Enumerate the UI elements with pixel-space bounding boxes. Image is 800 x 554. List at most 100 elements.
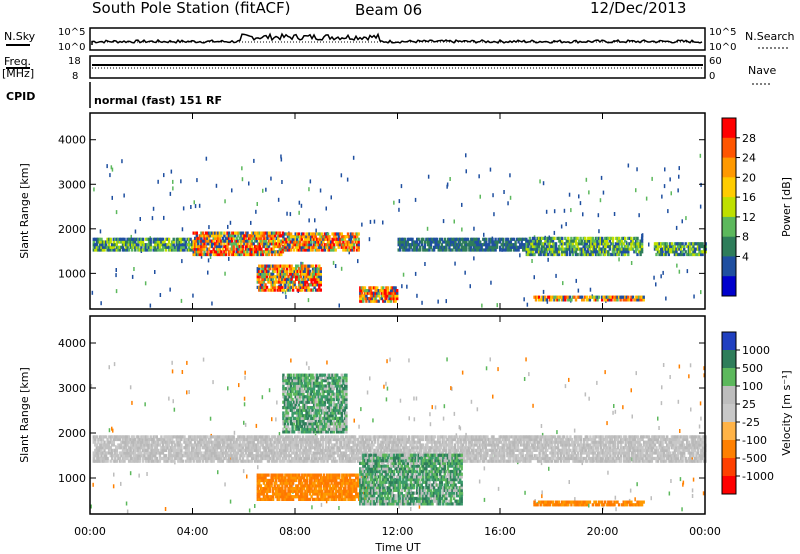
echo-cell [303,248,307,252]
echo-cell [368,299,371,303]
echo-cell [106,245,109,249]
echo-cell [591,250,595,254]
echo-cell [403,437,406,442]
echo-cell [363,440,366,444]
echo-cell [298,283,301,287]
echo-cell [282,275,286,279]
echo-cell [312,440,315,444]
echo-cell [368,286,371,290]
echo-cell [269,242,272,246]
echo-cell [310,277,313,281]
echo-cell [160,440,163,444]
echo-cell [301,269,304,273]
echo-cell [353,440,357,444]
echo-cell [237,446,240,450]
echo-cell [288,283,292,287]
echo-cell [226,242,229,246]
echo-cell [124,248,128,252]
echo-cell [238,448,241,452]
echo-cell [257,244,260,249]
echo-cell [224,437,228,442]
echo-cell [129,240,132,244]
echo-cell [238,231,241,235]
echo-cell [234,440,237,444]
echo-cell [307,269,310,273]
echo-cell [300,235,303,239]
echo-cell [330,451,334,455]
echo-cell [260,443,263,447]
echo-cell [201,456,205,461]
speckle [574,497,576,502]
echo-cell [304,451,308,455]
echo-cell [419,245,422,249]
echo-cell [152,245,155,249]
echo-cell [214,252,217,257]
echo-cell [109,240,112,244]
echo-cell [361,451,364,455]
echo-cell [289,443,292,447]
echo-cell [462,240,465,244]
echo-cell [92,459,95,463]
speckle [286,211,288,216]
echo-cell [218,451,221,455]
echo-cell [591,236,595,240]
speckle [129,471,132,476]
echo-cell [312,435,315,439]
echo-cell [316,240,319,244]
echo-cell [227,448,231,452]
echo-band [256,264,322,292]
echo-cell [699,244,703,249]
echo-cell [339,232,342,236]
echo-cell [403,237,407,241]
echo-cell [574,242,578,246]
echo-cell [241,459,245,463]
echo-cell [167,240,171,244]
echo-cell [404,440,408,444]
echo-cell [397,448,400,452]
echo-cell [298,454,301,458]
echo-cell [441,437,444,442]
nsky-tick-bottom: 10^0 [58,42,85,53]
echo-cell [290,437,294,442]
echo-cell [144,245,148,249]
echo-cell [316,275,319,279]
echo-cell [149,443,152,447]
echo-cell [355,443,358,447]
echo-cell [270,283,273,287]
echo-cell [304,454,308,458]
echo-cell [258,275,261,279]
echo-cell [98,240,102,244]
echo-cell [302,232,305,236]
echo-cell [397,435,400,439]
echo-cell [118,437,122,442]
echo-cell [121,237,125,241]
echo-cell [431,240,434,244]
echo-cell [509,240,513,244]
echo-cell [127,248,131,252]
echo-cell [378,443,381,447]
echo-cell [488,245,491,249]
echo-cell [100,454,103,458]
echo-cell [401,435,404,439]
echo-cell [180,237,183,241]
echo-cell [194,242,197,246]
echo-cell [344,448,348,452]
echo-cell [141,446,145,450]
echo-cell [267,446,271,450]
echo-cell [388,297,391,301]
echo-cell [263,448,266,452]
echo-cell [111,454,114,458]
echo-cell [341,451,344,455]
echo-cell [335,435,338,439]
echo-cell [243,454,246,458]
echo-cell [305,248,308,252]
echo-cell [293,275,296,279]
echo-cell [295,272,298,276]
echo-cell [511,237,514,241]
echo-cell [215,435,218,439]
echo-cell [192,239,195,243]
echo-cell [374,291,377,295]
echo-cell [134,437,137,442]
speckle [133,267,135,271]
echo-cell [283,446,286,450]
